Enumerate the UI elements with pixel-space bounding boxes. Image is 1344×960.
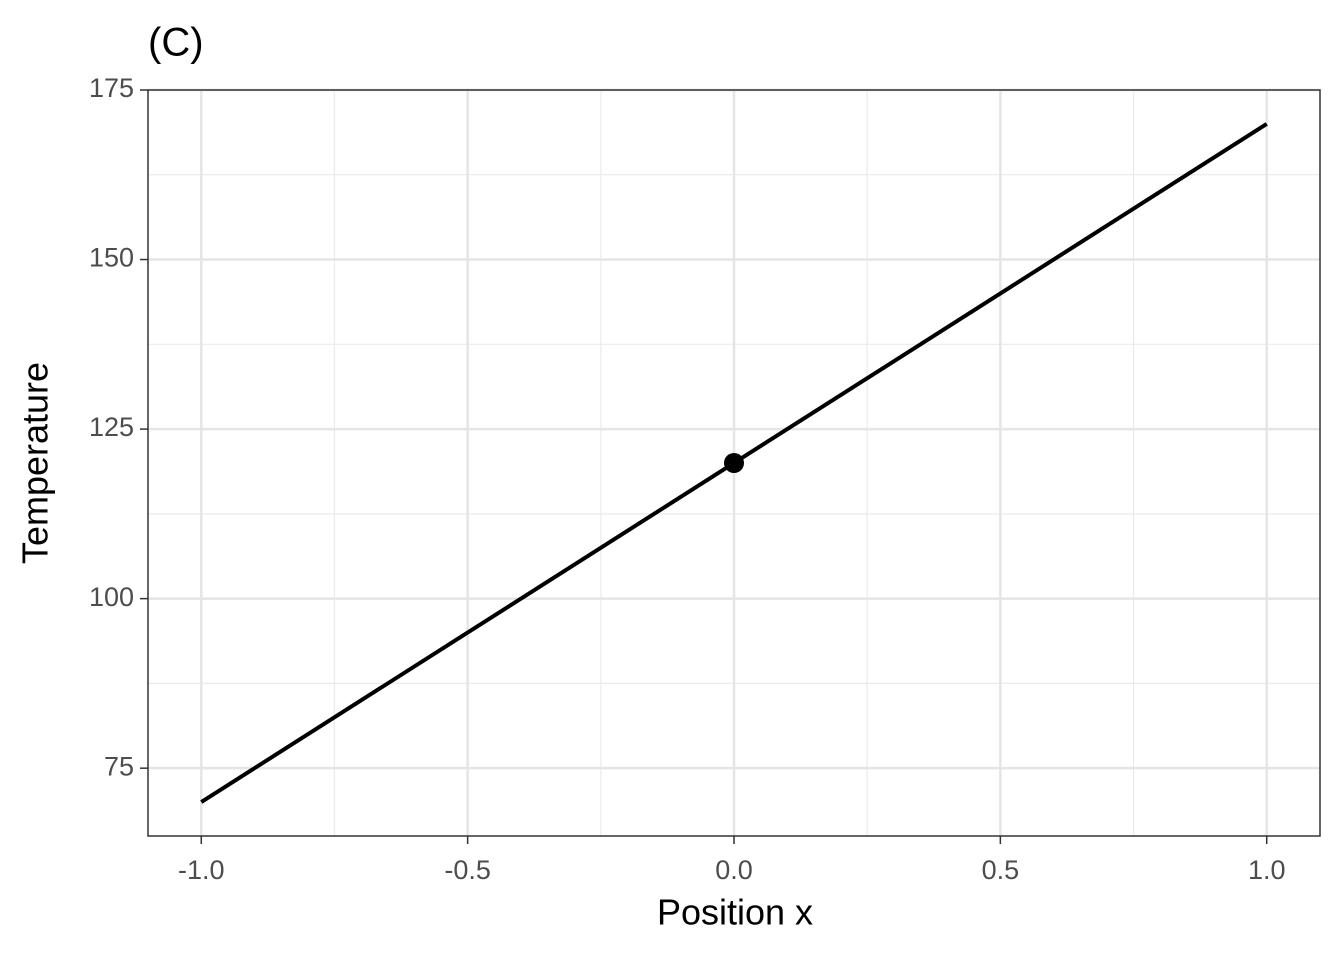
y-tick-label: 175 — [89, 73, 134, 103]
plot — [200, 122, 1268, 804]
chart-title: (C) — [148, 21, 204, 65]
y-tick-label: 100 — [89, 582, 134, 612]
y-axis-label: Temperature — [15, 362, 56, 564]
y-tick-label: 150 — [89, 243, 134, 273]
y-tick-label: 125 — [89, 412, 134, 442]
x-tick-label: 1.0 — [1248, 855, 1286, 885]
point — [724, 453, 744, 473]
x-tick-label: 0.5 — [982, 855, 1020, 885]
y-tick-label: 75 — [104, 751, 134, 781]
x-tick-label: -0.5 — [444, 855, 491, 885]
x-tick-label: 0.0 — [715, 855, 753, 885]
x-tick-label: -1.0 — [178, 855, 225, 885]
x-axis-label: Position x — [657, 892, 813, 933]
